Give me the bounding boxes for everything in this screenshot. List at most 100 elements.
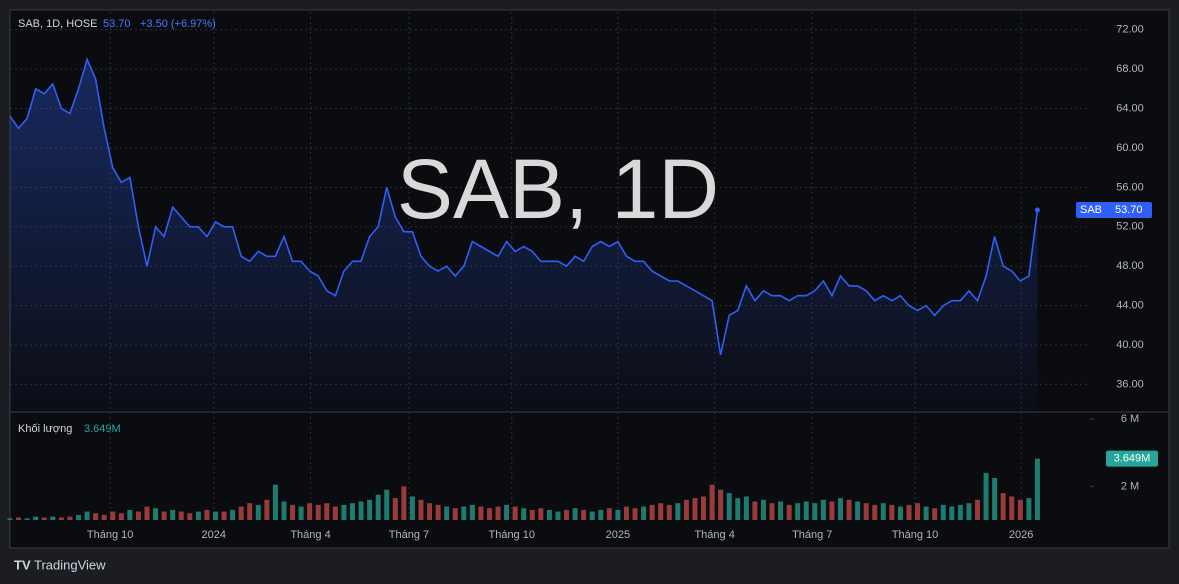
volume-bar <box>230 509 236 520</box>
volume-bar <box>718 489 724 520</box>
volume-bar <box>401 486 407 520</box>
price-tag-symbol: SAB <box>1080 204 1102 216</box>
y-tick-label: 6 M <box>1121 413 1139 425</box>
x-tick-label: Tháng 10 <box>87 529 133 541</box>
marks <box>7 56 1040 520</box>
x-tick-label: Tháng 7 <box>389 529 429 541</box>
volume-bar <box>418 499 424 520</box>
volume-bar <box>33 516 39 520</box>
volume-bar <box>349 503 355 520</box>
volume-bar <box>144 506 150 520</box>
volume-bar <box>187 513 193 520</box>
volume-bar <box>658 503 664 520</box>
volume-bar <box>118 513 124 520</box>
volume-bar <box>975 499 981 520</box>
y-tick-label: 2 M <box>1121 480 1139 492</box>
volume-bar <box>581 509 587 520</box>
volume-bar <box>504 504 510 520</box>
volume-bar <box>992 477 998 520</box>
volume-bar <box>641 506 647 520</box>
volume-bar <box>820 499 826 520</box>
volume-bar <box>675 503 681 520</box>
volume-bar <box>572 508 578 520</box>
volume-bar <box>1034 458 1040 520</box>
price-change: +3.50 (+6.97%) <box>140 18 216 30</box>
volume-bar <box>486 508 492 520</box>
volume-bar <box>41 517 47 520</box>
volume-bar <box>238 506 244 520</box>
volume-bar <box>957 504 963 520</box>
volume-bar <box>153 508 159 520</box>
volume-bar <box>855 501 861 520</box>
volume-bar <box>272 484 278 520</box>
y-tick-label: 44.00 <box>1116 300 1144 312</box>
volume-bar <box>1000 493 1006 520</box>
volume-bar <box>769 503 775 520</box>
last-price: 53.70 <box>103 18 131 30</box>
volume-bar <box>212 511 218 520</box>
volume-bar <box>803 501 809 520</box>
price-line <box>9 56 1039 356</box>
volume-bar <box>906 504 912 520</box>
volume-bar <box>752 501 758 520</box>
volume-bar <box>538 508 544 520</box>
x-tick-label: 2025 <box>606 529 630 541</box>
y-tick-label: 72.00 <box>1116 24 1144 36</box>
volume-bar <box>846 499 852 520</box>
volume-bar <box>367 499 373 520</box>
volume-bar <box>966 503 972 520</box>
y-tick-label: 60.00 <box>1116 142 1144 154</box>
volume-bar <box>701 496 707 520</box>
y-tick-label: 64.00 <box>1116 102 1144 114</box>
brand: TV TradingView <box>14 557 106 572</box>
volume-bar <box>546 509 552 520</box>
volume-bar <box>812 503 818 520</box>
volume-bar <box>461 506 467 520</box>
y-tick-label: 48.00 <box>1116 260 1144 272</box>
volume-bar <box>195 511 201 520</box>
volume-bar <box>427 503 433 520</box>
volume-bar <box>564 509 570 520</box>
volume-bar <box>16 517 22 520</box>
volume-bar <box>606 508 612 520</box>
volume-bar <box>392 498 398 520</box>
volume-bar <box>683 499 689 520</box>
volume-bar <box>598 509 604 520</box>
volume-bar <box>632 508 638 520</box>
volume-bar <box>281 501 287 520</box>
price-tag: SAB 53.70 <box>1076 202 1152 219</box>
volume-bar <box>932 508 938 520</box>
volume-tag: 3.649M <box>1106 450 1158 467</box>
volume-bar <box>315 504 321 520</box>
volume-bar <box>375 494 381 520</box>
y-tick-label: 56.00 <box>1116 181 1144 193</box>
price-tag-value: 53.70 <box>1115 204 1143 216</box>
volume-title: Khối lượng <box>18 423 72 435</box>
volume-bar <box>889 504 895 520</box>
volume-bar <box>307 503 313 520</box>
volume-bar <box>726 493 732 520</box>
volume-bar <box>923 506 929 520</box>
y-tick-label: 52.00 <box>1116 221 1144 233</box>
volume-bar <box>101 514 107 520</box>
volume-bar <box>178 511 184 520</box>
price-tag-bg <box>1076 202 1152 219</box>
volume-bar <box>93 513 99 520</box>
volume-bar <box>512 506 518 520</box>
volume-bar <box>1017 499 1023 520</box>
volume-bar <box>264 499 270 520</box>
volume-bar <box>692 498 698 520</box>
volume-bar <box>915 503 921 520</box>
volume-bar <box>666 504 672 520</box>
volume-bar <box>1009 496 1015 520</box>
volume-bar <box>589 511 595 520</box>
volume-bar <box>332 506 338 520</box>
volume-bar <box>709 484 715 520</box>
volume-bar <box>649 504 655 520</box>
volume-bar <box>778 501 784 520</box>
volume-bar <box>829 501 835 520</box>
x-tick-label: Tháng 7 <box>792 529 832 541</box>
volume-bar <box>743 496 749 520</box>
symbol-title: SAB, 1D, HOSE <box>18 18 97 30</box>
